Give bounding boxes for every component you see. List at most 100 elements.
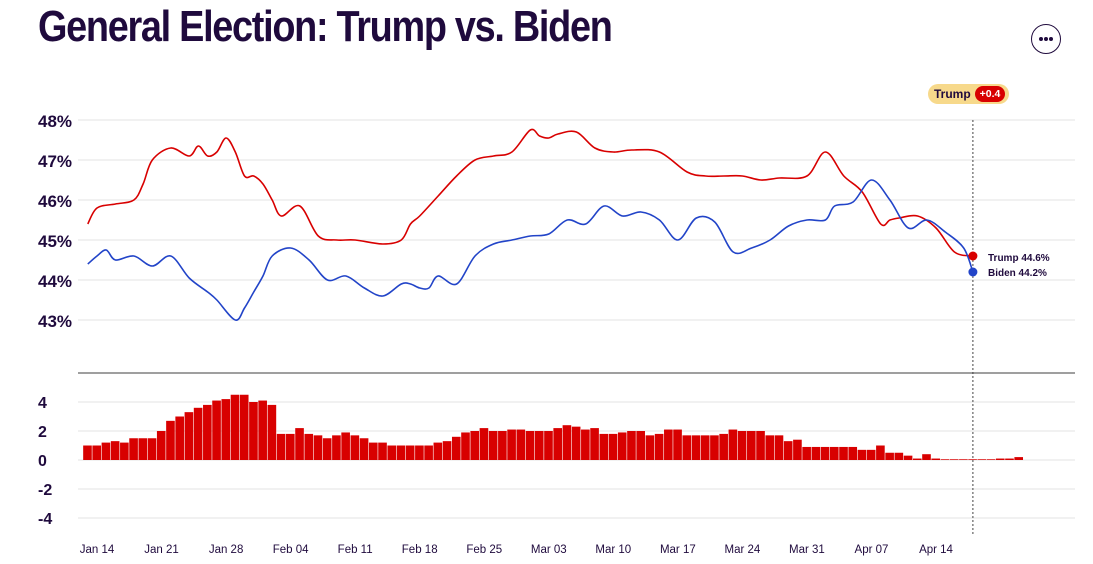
lead-bar (1005, 458, 1014, 460)
lead-bar (239, 394, 249, 460)
lead-bar (534, 431, 544, 460)
lead-bar (322, 438, 332, 460)
lead-bar (608, 433, 618, 460)
x-tick-label: Mar 31 (789, 544, 825, 556)
lead-bar (903, 455, 913, 460)
lead-bar (931, 458, 941, 460)
lead-bar (977, 459, 987, 460)
lead-bar (221, 399, 231, 460)
lead-bar (885, 452, 894, 460)
lead-bar (378, 442, 387, 460)
lead-bar (267, 404, 277, 460)
lead-bar (442, 441, 452, 460)
lead-bar (498, 431, 507, 460)
lead-bar (710, 435, 719, 460)
lead-bar (203, 404, 212, 460)
lead-bar (783, 441, 793, 460)
lead-bar (912, 458, 922, 460)
y-tick-label: 43% (38, 312, 72, 331)
y-tick-label: 4 (38, 395, 47, 412)
y-tick-label: 47% (38, 152, 72, 171)
lead-bar (959, 459, 968, 460)
lead-bar (765, 435, 775, 460)
more-options-button[interactable] (1031, 24, 1061, 54)
end-label-trump: Trump 44.6% (988, 253, 1050, 264)
lead-bar (166, 420, 175, 460)
lead-bar (866, 449, 876, 460)
lead-bar (774, 435, 784, 460)
lead-bar (940, 459, 950, 460)
x-tick-label: Jan 28 (209, 544, 244, 556)
lead-bar (654, 433, 664, 460)
x-tick-label: Jan 14 (80, 544, 115, 556)
lead-bar (120, 442, 129, 460)
lead-bar (350, 435, 360, 460)
y-tick-label: -4 (38, 511, 52, 528)
lead-bar (488, 431, 498, 460)
lead-bar (332, 435, 341, 460)
lead-bar (507, 429, 516, 460)
lead-bar (516, 429, 526, 460)
lead-bar (368, 442, 378, 460)
lead-bar (415, 445, 424, 460)
lead-bar (581, 429, 590, 460)
lead-bar (949, 459, 959, 460)
lead-bar (894, 452, 904, 460)
lead-bar (461, 432, 470, 460)
lead-bar (359, 438, 369, 460)
lead-bar (857, 449, 867, 460)
lead-bar (110, 441, 120, 460)
page-title: General Election: Trump vs. Biden (38, 2, 613, 51)
x-tick-label: Feb 04 (273, 544, 309, 556)
y-tick-label: 44% (38, 272, 72, 291)
lead-bar (470, 431, 480, 460)
lead-bar (968, 459, 977, 460)
lead-bar (295, 428, 304, 460)
lead-bar (387, 445, 397, 460)
lead-bar (673, 429, 682, 460)
lead-bar (175, 416, 184, 460)
y-tick-label: 0 (38, 453, 47, 470)
lead-bar (645, 435, 655, 460)
lead-bar (617, 432, 627, 460)
x-tick-label: Feb 18 (402, 544, 438, 556)
lead-bar (839, 446, 848, 460)
more-horizontal-icon-dot (1049, 37, 1053, 41)
x-tick-label: Apr 14 (919, 544, 953, 556)
lead-bar (341, 432, 350, 460)
y-tick-label: 46% (38, 192, 72, 211)
lead-bar (627, 431, 636, 460)
lead-bar (728, 429, 738, 460)
lead-bar (424, 445, 433, 460)
x-tick-label: Feb 11 (338, 544, 373, 556)
lead-bar (433, 442, 443, 460)
lead-bar (83, 445, 92, 460)
lead-bar (562, 425, 572, 460)
x-tick-label: Mar 24 (725, 544, 761, 556)
lead-bar (553, 428, 563, 460)
lead-bar (811, 446, 821, 460)
lead-bar (682, 435, 692, 460)
lead-bar (193, 407, 203, 460)
lead-bar (986, 459, 996, 460)
lead-bar (829, 446, 839, 460)
lead-badge-value: +0.4 (974, 86, 1006, 102)
y-tick-label: 45% (38, 232, 72, 251)
lead-bar (599, 433, 609, 460)
lead-bar (525, 431, 535, 460)
lead-badge: Trump +0.4 (928, 84, 1010, 104)
lead-badge-candidate: Trump (934, 87, 971, 101)
x-tick-label: Mar 17 (660, 544, 696, 556)
y-tick-label: 2 (38, 424, 47, 441)
lead-bar (396, 445, 406, 460)
end-label-biden: Biden 44.2% (988, 268, 1047, 279)
lead-bar (249, 402, 258, 460)
lead-bar (212, 400, 221, 460)
lead-bar (544, 431, 553, 460)
lead-bar (147, 438, 157, 460)
lead-bar (230, 394, 240, 460)
series-line-trump (87, 128, 974, 257)
lead-bar (571, 426, 581, 460)
lead-bar (313, 435, 323, 460)
